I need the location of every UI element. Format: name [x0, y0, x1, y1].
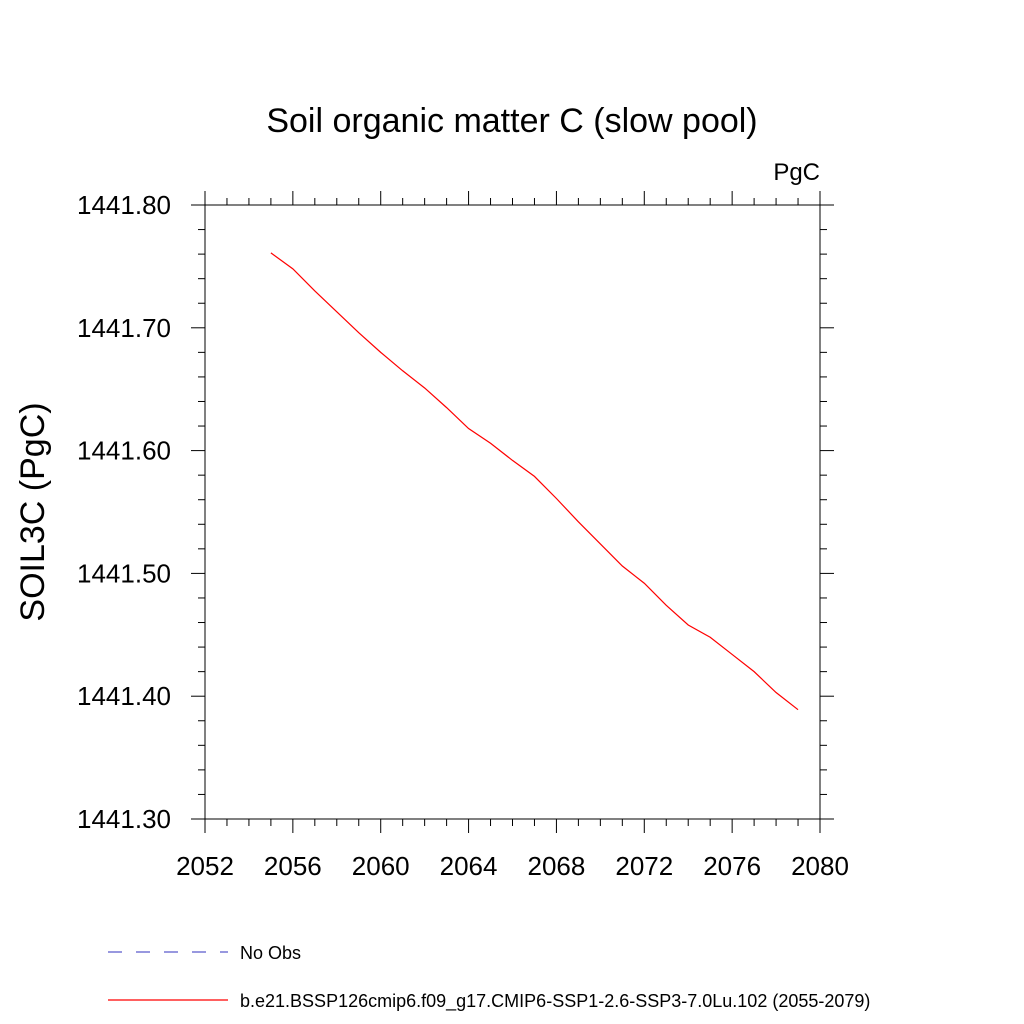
axis-ticks	[191, 191, 834, 833]
x-tick-label: 2076	[703, 851, 761, 881]
legend-label-1: b.e21.BSSP126cmip6.f09_g17.CMIP6-SSP1-2.…	[240, 991, 870, 1012]
y-axis-title: SOIL3C (PgC)	[14, 402, 52, 621]
axis-tick-labels: 2052 2056 2060 2064 2068 2072 2076 2080 1441.30 1…	[77, 190, 849, 881]
x-tick-label: 2068	[528, 851, 586, 881]
y-tick-label: 1441.60	[77, 436, 171, 466]
series-line-0	[270, 252, 799, 711]
x-tick-label: 2056	[264, 851, 322, 881]
x-tick-label: 2080	[791, 851, 849, 881]
chart-title: Soil organic matter C (slow pool)	[266, 102, 757, 140]
y-tick-label: 1441.30	[77, 804, 171, 834]
y-tick-label: 1441.80	[77, 190, 171, 220]
x-tick-label: 2052	[176, 851, 234, 881]
legend: No Obs b.e21.BSSP126cmip6.f09_g17.CMIP6-S…	[108, 943, 870, 1012]
y-tick-label: 1441.50	[77, 558, 171, 588]
legend-label-0: No Obs	[240, 943, 301, 963]
plot-frame	[204, 204, 821, 820]
x-tick-label: 2060	[352, 851, 410, 881]
x-tick-label: 2064	[440, 851, 498, 881]
x-tick-label: 2072	[615, 851, 673, 881]
y-tick-label: 1441.40	[77, 681, 171, 711]
units-label: PgC	[773, 159, 820, 186]
y-tick-label: 1441.70	[77, 313, 171, 343]
series-group	[270, 252, 799, 711]
